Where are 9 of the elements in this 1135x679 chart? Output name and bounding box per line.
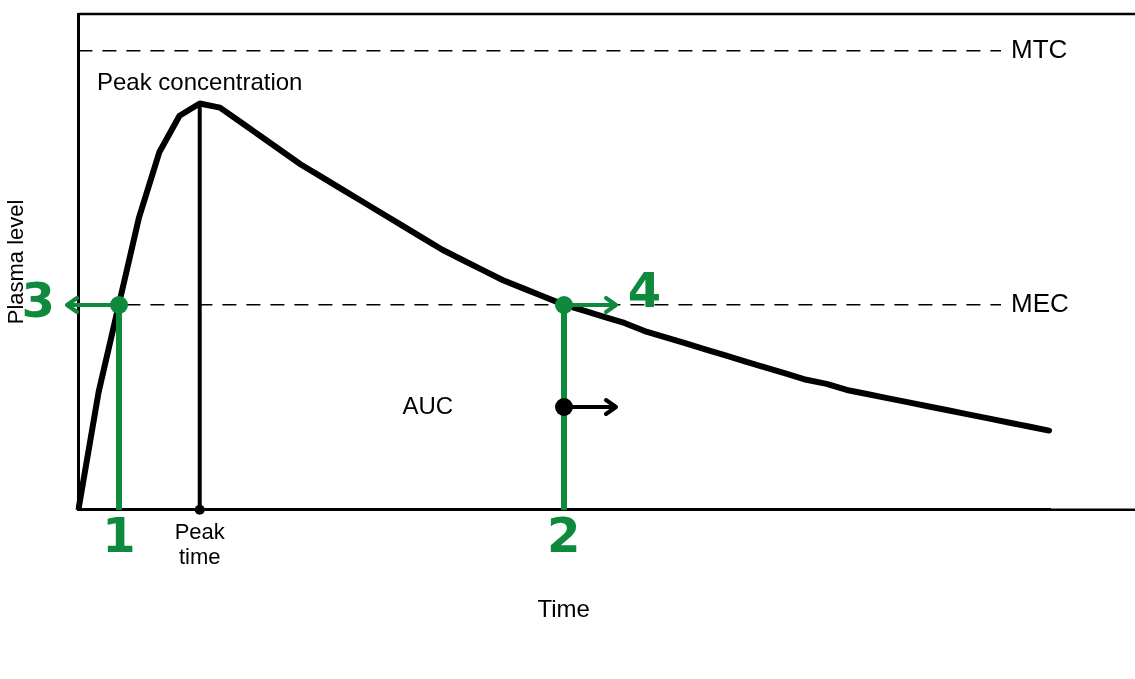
x-axis-title: Time (537, 595, 590, 623)
annotation: 1 (102, 507, 136, 564)
ref-line-label: MEC (1011, 287, 1069, 318)
annotation: 4 (627, 262, 662, 319)
annotation: Peak time (174, 518, 226, 569)
annotation: Peak concentration (96, 68, 303, 96)
annotation: 2 (547, 507, 581, 564)
ref-line-label: MTC (1011, 33, 1068, 64)
annotation: AUC (402, 391, 454, 419)
